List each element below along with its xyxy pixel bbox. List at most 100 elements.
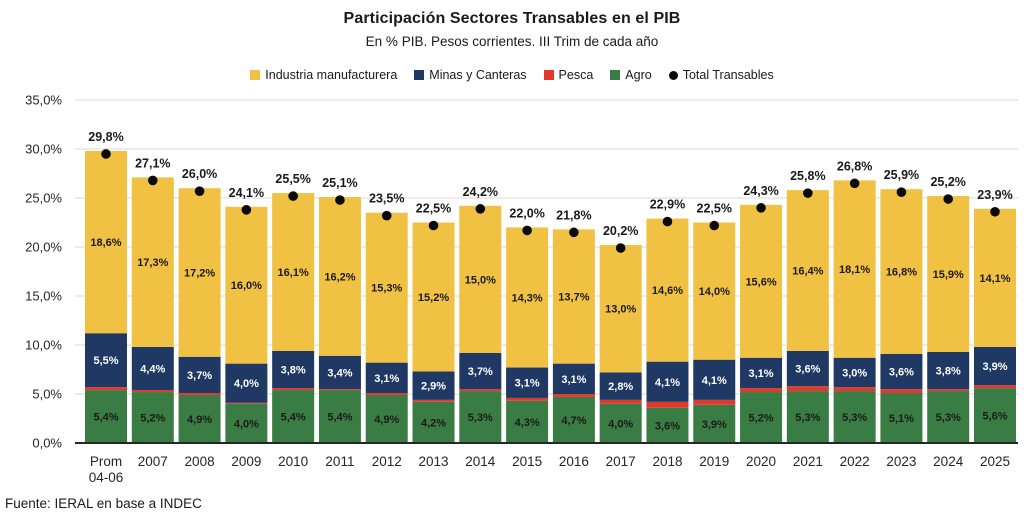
x-axis-tick-label: 2012 bbox=[372, 454, 402, 469]
bar-segment-pesca bbox=[365, 393, 408, 395]
x-axis-tick-label: 2011 bbox=[325, 454, 354, 469]
segment-value-label: 16,8% bbox=[886, 267, 917, 279]
bar-segment-agro bbox=[552, 396, 595, 443]
bar-segment-pesca bbox=[552, 394, 595, 397]
segment-value-label: 14,3% bbox=[512, 292, 543, 304]
segment-value-label: 4,2% bbox=[421, 417, 446, 429]
total-transables-dot-marker bbox=[569, 227, 579, 238]
bar-segment-pesca bbox=[786, 386, 829, 392]
bar-segment-agro bbox=[833, 391, 876, 443]
total-transables-dot-marker bbox=[709, 220, 720, 231]
segment-value-label: 15,2% bbox=[418, 292, 449, 304]
total-value-label: 26,8% bbox=[837, 159, 872, 173]
legend-dot-marker-icon bbox=[668, 70, 678, 80]
segment-value-label: 14,1% bbox=[979, 273, 1010, 285]
total-transables-dot-marker bbox=[241, 205, 252, 215]
segment-value-label: 5,2% bbox=[749, 413, 774, 425]
bar-segment-industria-manufacturera bbox=[178, 188, 221, 357]
x-axis-tick-label: 2018 bbox=[652, 454, 682, 469]
legend-item-minas-y-canteras: Minas y Canteras bbox=[414, 68, 527, 82]
total-transables-dot-marker bbox=[849, 178, 860, 189]
total-transables-dot-marker bbox=[615, 243, 626, 253]
bar-segment-industria-manufacturera bbox=[833, 180, 876, 358]
segment-value-label: 3,1% bbox=[374, 373, 399, 385]
segment-value-label: 2,8% bbox=[608, 381, 633, 393]
x-axis-tick-label: 2008 bbox=[185, 454, 215, 469]
bar-segment-minas-y-canteras bbox=[272, 350, 315, 389]
total-value-label: 27,1% bbox=[135, 156, 170, 170]
segment-value-label: 3,0% bbox=[842, 367, 867, 379]
segment-value-label: 3,1% bbox=[561, 374, 586, 386]
bar-segment-pesca bbox=[131, 390, 174, 393]
source-note: Fuente: IERAL en base a INDEC bbox=[5, 496, 202, 511]
legend-item-industria-manufacturera: Industria manufacturera bbox=[250, 68, 397, 82]
bar-segment-agro bbox=[459, 391, 502, 443]
bar-segment-pesca bbox=[833, 387, 876, 392]
bar-segment-minas-y-canteras bbox=[974, 346, 1016, 386]
x-axis-tick-label: 2025 bbox=[980, 454, 1010, 469]
segment-value-label: 4,9% bbox=[374, 414, 399, 426]
segment-value-label: 5,6% bbox=[982, 411, 1007, 423]
segment-value-label: 5,3% bbox=[842, 412, 867, 424]
bar-segment-pesca bbox=[459, 389, 502, 392]
bar-segment-minas-y-canteras bbox=[552, 363, 595, 394]
segment-value-label: 5,5% bbox=[93, 355, 118, 367]
segment-value-label: 15,9% bbox=[933, 269, 964, 281]
bar-segment-minas-y-canteras bbox=[927, 351, 970, 390]
legend-label: Industria manufacturera bbox=[265, 68, 398, 82]
bar-segment-pesca bbox=[740, 388, 783, 393]
segment-value-label: 5,3% bbox=[468, 412, 493, 424]
bar-segment-industria-manufacturera bbox=[365, 212, 408, 363]
x-axis-tick-label: 2022 bbox=[840, 454, 870, 469]
bar-segment-minas-y-canteras bbox=[365, 362, 408, 394]
legend-item-total-transables: Total Transables bbox=[668, 68, 774, 82]
bar-segment-minas-y-canteras bbox=[880, 353, 923, 390]
segment-value-label: 5,3% bbox=[795, 412, 820, 424]
total-transables-dot-marker bbox=[381, 210, 392, 221]
bar-segment-industria-manufacturera bbox=[880, 189, 923, 354]
bar-segment-industria-manufacturera bbox=[646, 218, 689, 362]
total-transables-dot-marker bbox=[147, 175, 158, 186]
y-axis-tick-label: 30,0% bbox=[25, 142, 62, 157]
segment-value-label: 2,9% bbox=[421, 381, 446, 393]
bar-segment-minas-y-canteras bbox=[506, 367, 549, 398]
bar-segment-minas-y-canteras bbox=[786, 350, 829, 387]
total-transables-dot-marker bbox=[335, 195, 345, 205]
bar-segment-agro bbox=[365, 394, 408, 443]
segment-value-label: 14,0% bbox=[699, 286, 730, 298]
x-axis-tick-label: 2023 bbox=[886, 454, 916, 469]
bar-segment-pesca bbox=[412, 399, 455, 402]
legend-square-marker-icon bbox=[414, 70, 425, 80]
total-value-label: 22,5% bbox=[697, 202, 732, 216]
bar-segment-pesca bbox=[599, 399, 642, 404]
segment-value-label: 3,7% bbox=[187, 370, 212, 382]
x-axis-tick-label: 2010 bbox=[278, 454, 308, 469]
y-axis-tick-label: 35,0% bbox=[25, 93, 62, 108]
segment-value-label: 5,2% bbox=[140, 413, 165, 425]
legend-square-marker-icon bbox=[543, 70, 554, 80]
bar-segment-industria-manufacturera bbox=[225, 206, 268, 364]
segment-value-label: 16,1% bbox=[278, 267, 309, 279]
segment-value-label: 3,6% bbox=[655, 420, 680, 432]
legend-item-agro: Agro bbox=[610, 68, 652, 82]
bar-segment-agro bbox=[412, 401, 455, 443]
segment-value-label: 4,1% bbox=[655, 377, 680, 389]
segment-value-label: 4,7% bbox=[561, 415, 586, 427]
bar-segment-minas-y-canteras bbox=[740, 357, 783, 389]
segment-value-label: 18,1% bbox=[839, 264, 870, 276]
x-axis-tick-label: 2009 bbox=[231, 454, 261, 469]
bar-segment-pesca bbox=[927, 389, 970, 392]
segment-value-label: 5,4% bbox=[281, 412, 306, 424]
total-transables-dot-marker bbox=[662, 216, 673, 227]
bar-segment-pesca bbox=[880, 389, 923, 394]
bar-segment-minas-y-canteras bbox=[412, 371, 455, 400]
total-value-label: 24,1% bbox=[229, 186, 264, 200]
segment-value-label: 15,6% bbox=[745, 276, 776, 288]
segment-value-label: 13,0% bbox=[605, 304, 636, 316]
bar-segment-minas-y-canteras bbox=[833, 357, 876, 388]
bar-segment-pesca bbox=[318, 389, 361, 391]
x-axis-tick-label: 04-06 bbox=[89, 470, 124, 485]
total-transables-dot-marker bbox=[288, 191, 298, 201]
bar-segment-industria-manufacturera bbox=[974, 208, 1016, 347]
